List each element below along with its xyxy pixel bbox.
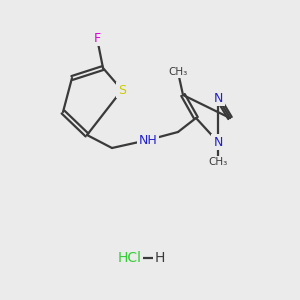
Text: F: F: [93, 32, 100, 44]
Text: HCl: HCl: [118, 251, 142, 265]
Text: N: N: [213, 136, 223, 148]
Text: CH₃: CH₃: [208, 157, 228, 167]
Text: NH: NH: [139, 134, 158, 146]
Text: S: S: [118, 83, 126, 97]
Text: N: N: [213, 92, 223, 104]
Text: CH₃: CH₃: [168, 67, 188, 77]
Text: H: H: [155, 251, 165, 265]
